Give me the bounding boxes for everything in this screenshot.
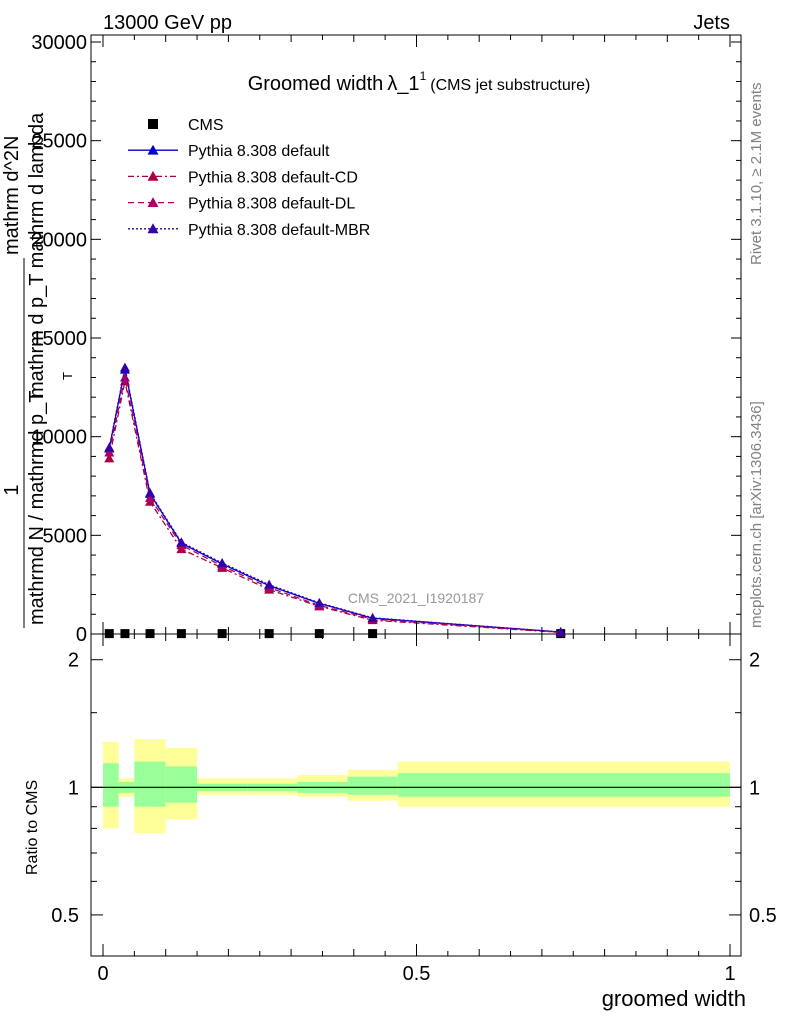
ratio-y-tick-label: 0.5	[51, 905, 79, 927]
legend-label-mbr: Pythia 8.308 default-MBR	[188, 222, 370, 239]
rivet-version-label: Rivet 3.1.10, ≥ 2.1M events	[748, 83, 765, 266]
legend: CMS Pythia 8.308 default Pythia 8.308 defa…	[128, 117, 370, 239]
series-marker-mbr	[367, 612, 378, 622]
x-tick-label: 0.5	[403, 963, 431, 985]
legend-marker-cd	[147, 170, 159, 181]
legend-label-default: Pythia 8.308 default	[188, 143, 330, 160]
y-label-subscript: T	[60, 372, 75, 380]
main-y-axis-label: 1 mathrmd N / mathrmd p_T mathrm d^2N ma…	[1, 112, 75, 628]
series-marker-mbr	[264, 579, 275, 589]
legend-marker-default	[147, 144, 159, 155]
series-line-dl	[108, 377, 561, 633]
x-tick-label: 0	[97, 963, 108, 985]
ratio-uncertainty-band-inner	[347, 776, 398, 795]
ratio-y-tick-label-right: 1	[749, 777, 760, 799]
cms-data-point	[145, 629, 155, 639]
series-marker-mbr	[314, 597, 325, 607]
series-marker-mbr	[119, 362, 130, 372]
ratio-y-tick-label: 1	[68, 777, 79, 799]
series-marker-mbr	[145, 487, 156, 497]
plot-title-symbol: λ_1	[387, 73, 419, 95]
main-y-tick-label: 0	[76, 624, 87, 646]
cms-data-point	[120, 629, 130, 639]
series-marker-dl	[104, 447, 115, 457]
plot-title-subtitle: (CMS jet substructure)	[430, 77, 590, 94]
header-right-label: Jets	[693, 12, 730, 34]
y-label-denominator-1: mathrmd N / mathrmd p_T	[26, 390, 48, 625]
legend-label-cd: Pythia 8.308 default-CD	[188, 169, 358, 186]
cms-data-point	[368, 629, 378, 639]
ratio-uncertainty-band-inner	[103, 763, 119, 807]
ratio-uncertainty-band-inner	[165, 766, 198, 803]
series-line-cd	[108, 381, 561, 634]
ratio-uncertainty-band-inner	[397, 773, 730, 797]
main-y-tick-label: 15000	[31, 328, 87, 350]
plot-title-sup: 1	[420, 69, 427, 83]
legend-marker-cms	[148, 119, 158, 129]
main-y-tick-label: 10000	[31, 427, 87, 449]
series-marker-mbr	[555, 627, 566, 637]
x-tick-label: 1	[724, 963, 735, 985]
cms-data-point	[176, 629, 186, 639]
ratio-uncertainty-band-inner	[134, 761, 166, 807]
cms-data-point	[314, 629, 324, 639]
legend-marker-dl	[147, 197, 159, 207]
main-y-tick-label: 20000	[31, 229, 87, 251]
y-label-prefactor: 1	[1, 484, 23, 495]
cms-data-point	[104, 629, 114, 639]
plot-title-main: Groomed width	[248, 73, 384, 95]
main-y-tick-label: 30000	[31, 32, 87, 54]
main-y-tick-label: 5000	[43, 525, 88, 547]
cms-data-point	[217, 629, 227, 639]
header-left-label: 13000 GeV pp	[103, 12, 232, 34]
series-marker-mbr	[176, 537, 187, 547]
cms-data-point	[264, 629, 274, 639]
plot-title: Groomed width λ_11(CMS jet substructure)	[248, 69, 591, 95]
series-marker-mbr	[217, 557, 228, 567]
legend-label-cms: CMS	[188, 117, 224, 134]
series-marker-dl	[119, 372, 130, 382]
legend-marker-mbr	[147, 223, 159, 234]
y-label-denominator-2: mathrm d p_T mathrm d lambda	[26, 112, 48, 398]
ratio-y-tick-label-right: 0.5	[749, 905, 777, 927]
ratio-y-tick-label: 2	[68, 650, 79, 672]
analysis-watermark: CMS_2021_I1920187	[348, 590, 484, 606]
series-marker-cd	[104, 453, 115, 463]
series-line-mbr	[108, 367, 561, 633]
main-y-tick-label: 25000	[31, 131, 87, 153]
y-label-numerator: mathrm d^2N	[1, 136, 23, 255]
mcplots-label: mcplots.cern.ch [arXiv:1306.3436]	[748, 401, 765, 628]
legend-label-dl: Pythia 8.308 default-DL	[188, 196, 355, 213]
series-line-default	[108, 369, 561, 633]
series-marker-mbr	[104, 442, 115, 452]
series-marker-dl	[145, 492, 156, 502]
ratio-y-tick-label-right: 2	[749, 650, 760, 672]
ratio-y-axis-label: Ratio to CMS	[24, 780, 41, 875]
x-axis-label: groomed width	[602, 986, 746, 1011]
